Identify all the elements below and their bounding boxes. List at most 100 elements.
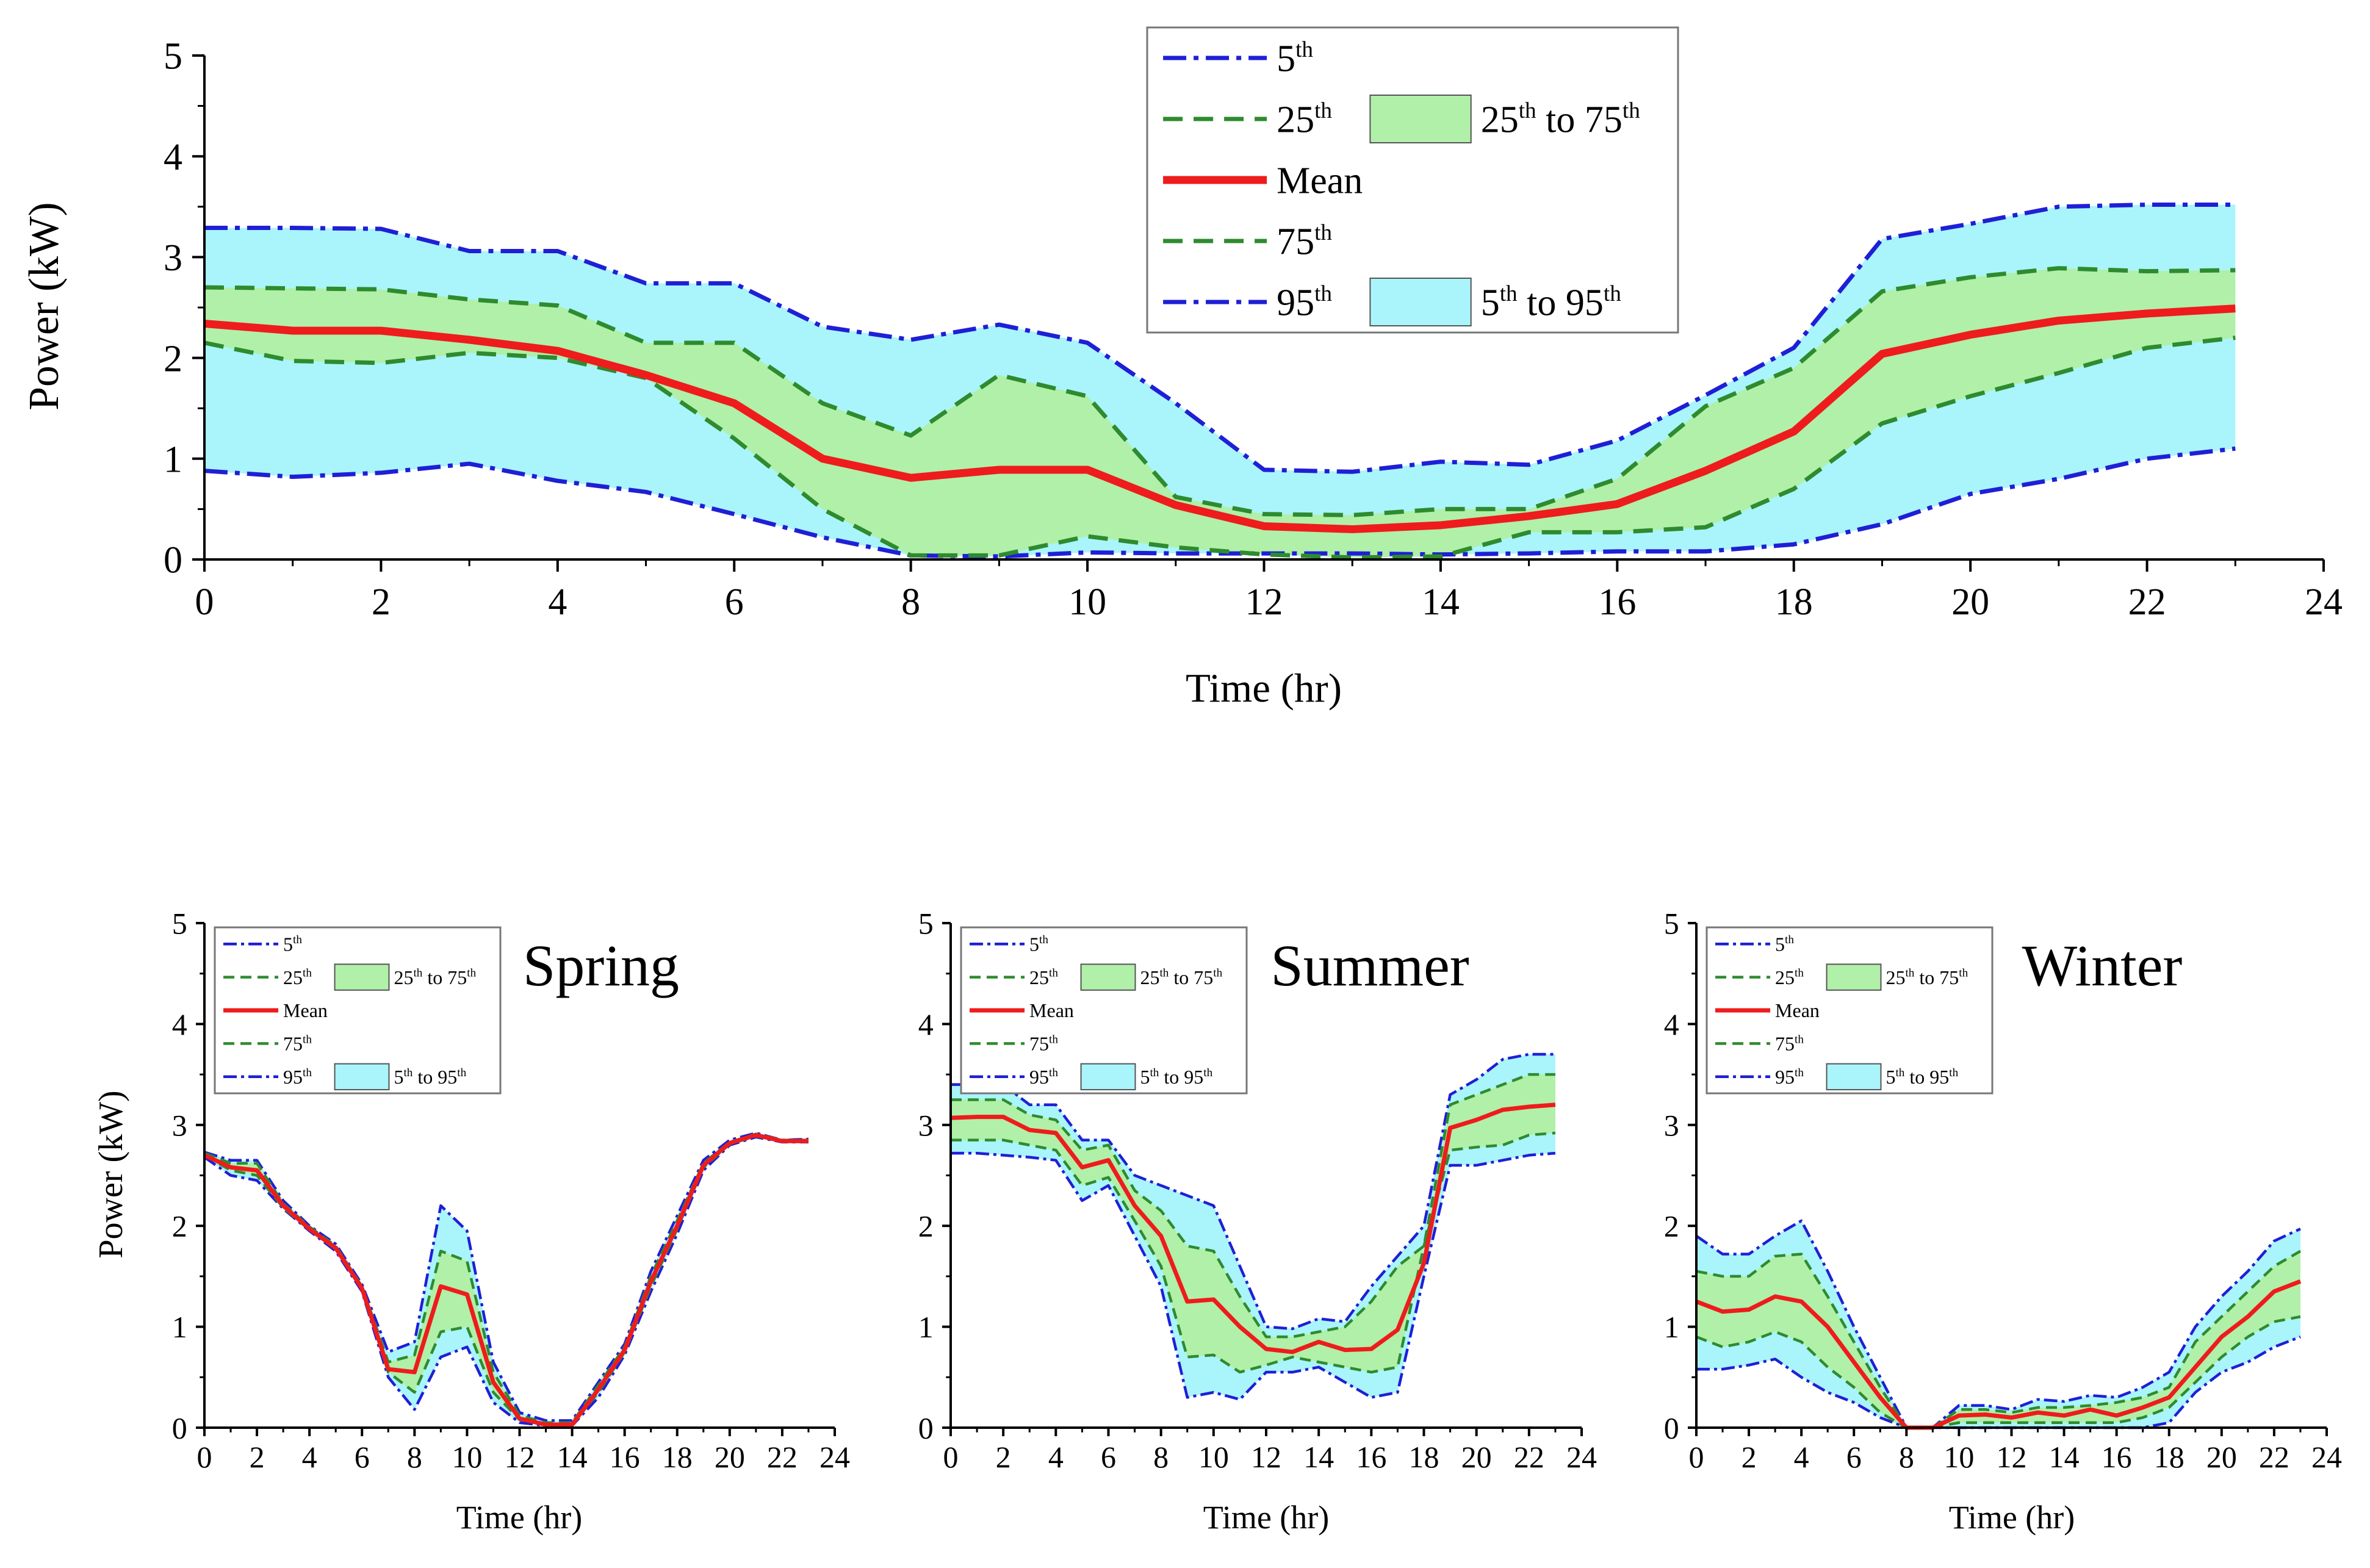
chart-title: Summer: [1270, 933, 1469, 998]
series-line-mean: [1695, 1279, 2302, 1430]
y-tick-label: 0: [172, 1411, 187, 1445]
y-tick-label: 5: [918, 907, 934, 941]
y-axis-label: Power (kW): [92, 1090, 130, 1258]
y-tick-label: 4: [164, 137, 182, 178]
x-tick-label: 10: [452, 1440, 482, 1474]
x-axis-label: Time (hr): [1203, 1499, 1330, 1536]
y-tick-label: 3: [1664, 1108, 1679, 1142]
band-25th-to-75th: [951, 1074, 1555, 1373]
legend-swatch-25th-to-75th: [334, 963, 390, 991]
y-tick-label: 4: [172, 1007, 187, 1041]
x-tick-label: 24: [2311, 1440, 2342, 1474]
x-tick-label: 2: [372, 581, 391, 623]
y-axis-label: Power (kW): [21, 202, 68, 410]
series-line-75th: [1696, 1250, 2302, 1430]
series-line-95th: [204, 202, 2236, 474]
series-line-mean: [950, 1102, 1556, 1354]
legend-label-p5: 5th: [1029, 933, 1048, 955]
chart-title: Winter: [2022, 933, 2183, 998]
y-tick-label: 2: [172, 1209, 187, 1243]
chart-title: Spring: [523, 933, 679, 998]
x-tick-label: 10: [1198, 1440, 1229, 1474]
y-tick-label: 3: [164, 237, 182, 279]
series-line-5th: [204, 446, 2236, 559]
x-tick-label: 4: [1794, 1440, 1809, 1474]
series-line-75th: [204, 1132, 809, 1424]
series-line-5th: [951, 1151, 1556, 1401]
x-tick-label: 22: [2128, 581, 2166, 623]
series-line-25th: [1696, 1315, 2301, 1430]
x-axis-label: Time (hr): [1186, 666, 1342, 711]
y-tick-label: 0: [164, 540, 182, 581]
x-tick-label: 20: [1951, 581, 1989, 623]
x-tick-label: 0: [197, 1440, 212, 1474]
y-tick-label: 2: [164, 338, 182, 379]
x-tick-label: 20: [715, 1440, 745, 1474]
legend-label-5th-to-95th: 5th to 95th: [1886, 1066, 1958, 1088]
x-tick-label: 12: [1251, 1440, 1281, 1474]
y-tick-label: 5: [164, 36, 182, 77]
x-axis-label: Time (hr): [456, 1499, 583, 1536]
x-tick-label: 16: [2102, 1440, 2132, 1474]
y-tick-label: 3: [172, 1108, 187, 1142]
series-line-95th: [951, 1052, 1555, 1331]
y-tick-label: 1: [164, 439, 182, 481]
x-tick-label: 4: [302, 1440, 317, 1474]
x-tick-label: 24: [1566, 1440, 1597, 1474]
series-line-75th: [204, 266, 2236, 517]
legend-label-25th-to-75th: 25th to 75th: [1140, 966, 1222, 988]
x-tick-label: 16: [1356, 1440, 1386, 1474]
x-tick-label: 0: [943, 1440, 959, 1474]
x-tick-label: 6: [1101, 1440, 1116, 1474]
x-tick-label: 10: [1068, 581, 1106, 623]
series-line-25th: [951, 1131, 1556, 1374]
y-tick-label: 5: [172, 907, 187, 941]
band-25th-to-75th: [204, 268, 2236, 558]
series-line-mean: [203, 1132, 809, 1427]
x-tick-label: 8: [1899, 1440, 1914, 1474]
legend-label-p95: 95th: [1775, 1066, 1804, 1088]
x-tick-label: 18: [662, 1440, 693, 1474]
y-tick-label: 4: [918, 1007, 934, 1041]
y-tick-label: 5: [1664, 907, 1679, 941]
x-tick-label: 0: [1689, 1440, 1704, 1474]
series-line-mean: [204, 304, 2236, 533]
x-tick-label: 4: [548, 581, 567, 623]
legend-label-5th-to-95th: 5th to 95th: [394, 1066, 466, 1088]
legend-swatch-5th-to-95th: [334, 1063, 390, 1091]
x-tick-label: 8: [901, 581, 920, 623]
series-line-95th: [204, 1131, 809, 1422]
legend-swatch-5th-to-95th: [1826, 1063, 1882, 1091]
y-tick-label: 0: [1664, 1411, 1679, 1445]
y-tick-label: 1: [918, 1310, 934, 1344]
x-tick-label: 24: [2305, 581, 2343, 623]
x-axis-label: Time (hr): [1949, 1499, 2075, 1536]
x-tick-label: 6: [355, 1440, 370, 1474]
x-tick-label: 6: [1846, 1440, 1862, 1474]
series-line-5th: [203, 1135, 809, 1427]
x-tick-label: 14: [1422, 581, 1460, 623]
x-tick-label: 24: [819, 1440, 850, 1474]
x-tick-label: 14: [2049, 1440, 2080, 1474]
x-tick-label: 12: [505, 1440, 535, 1474]
x-tick-label: 18: [1409, 1440, 1439, 1474]
x-tick-label: 8: [407, 1440, 422, 1474]
y-tick-label: 4: [1664, 1007, 1679, 1041]
x-tick-label: 14: [557, 1440, 588, 1474]
x-tick-label: 16: [1598, 581, 1636, 623]
x-tick-label: 20: [2206, 1440, 2237, 1474]
x-tick-label: 12: [1245, 581, 1283, 623]
legend-label-5th-to-95th: 5th to 95th: [1140, 1066, 1212, 1088]
legend-label-mean: Mean: [1775, 999, 1820, 1021]
x-tick-label: 22: [767, 1440, 798, 1474]
